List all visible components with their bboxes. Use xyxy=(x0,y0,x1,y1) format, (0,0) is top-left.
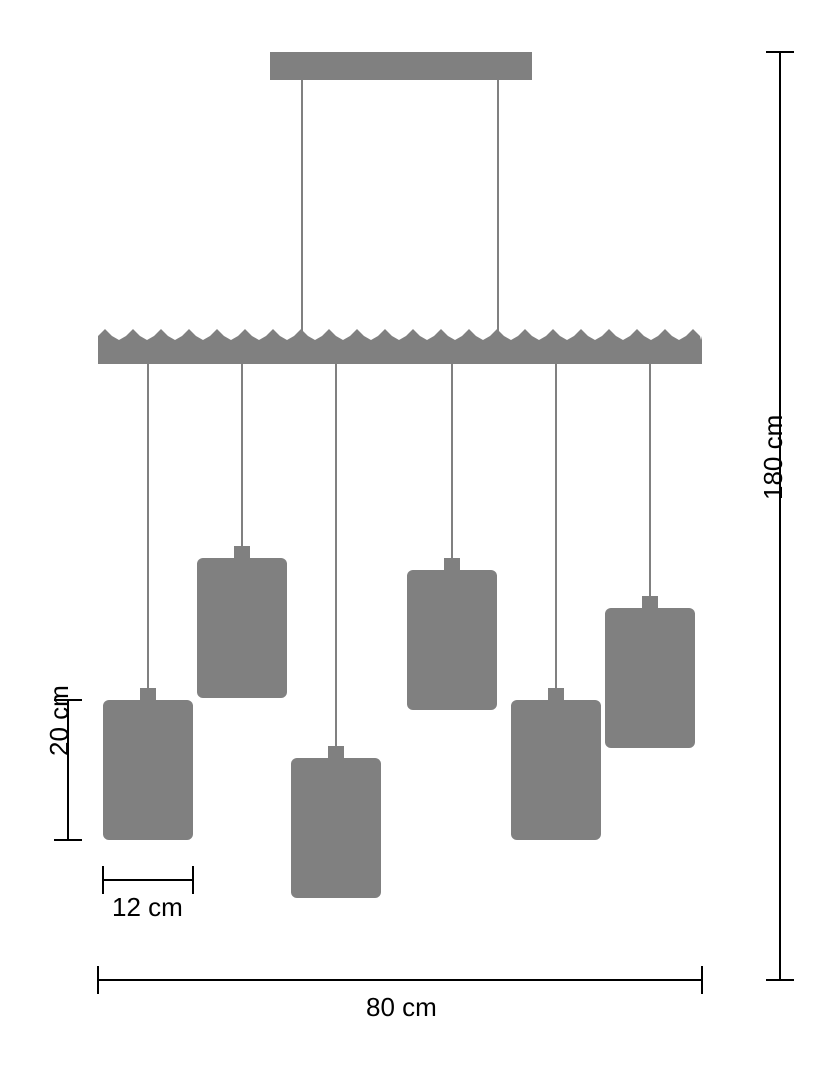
diagram-stage: 180 cm 80 cm 20 cm 12 cm xyxy=(0,0,830,1080)
pendant-shade xyxy=(291,758,381,898)
pendant-shade xyxy=(103,700,193,840)
dimension-label-shade-height: 20 cm xyxy=(44,685,75,756)
pendant-shade xyxy=(407,570,497,710)
ceiling-plate xyxy=(270,52,532,80)
pendant-socket xyxy=(642,596,658,608)
pendant-socket xyxy=(328,746,344,758)
dimension-label-total-height: 180 cm xyxy=(758,415,789,500)
pendant-socket xyxy=(140,688,156,700)
pendant-shade xyxy=(605,608,695,748)
dimension-label-shade-width: 12 cm xyxy=(112,892,183,923)
pendant-shade xyxy=(511,700,601,840)
pendant-socket xyxy=(444,558,460,570)
pendant-shade xyxy=(197,558,287,698)
pendant-socket xyxy=(234,546,250,558)
beam xyxy=(98,329,702,364)
dimension-label-total-width: 80 cm xyxy=(366,992,437,1023)
pendant-socket xyxy=(548,688,564,700)
